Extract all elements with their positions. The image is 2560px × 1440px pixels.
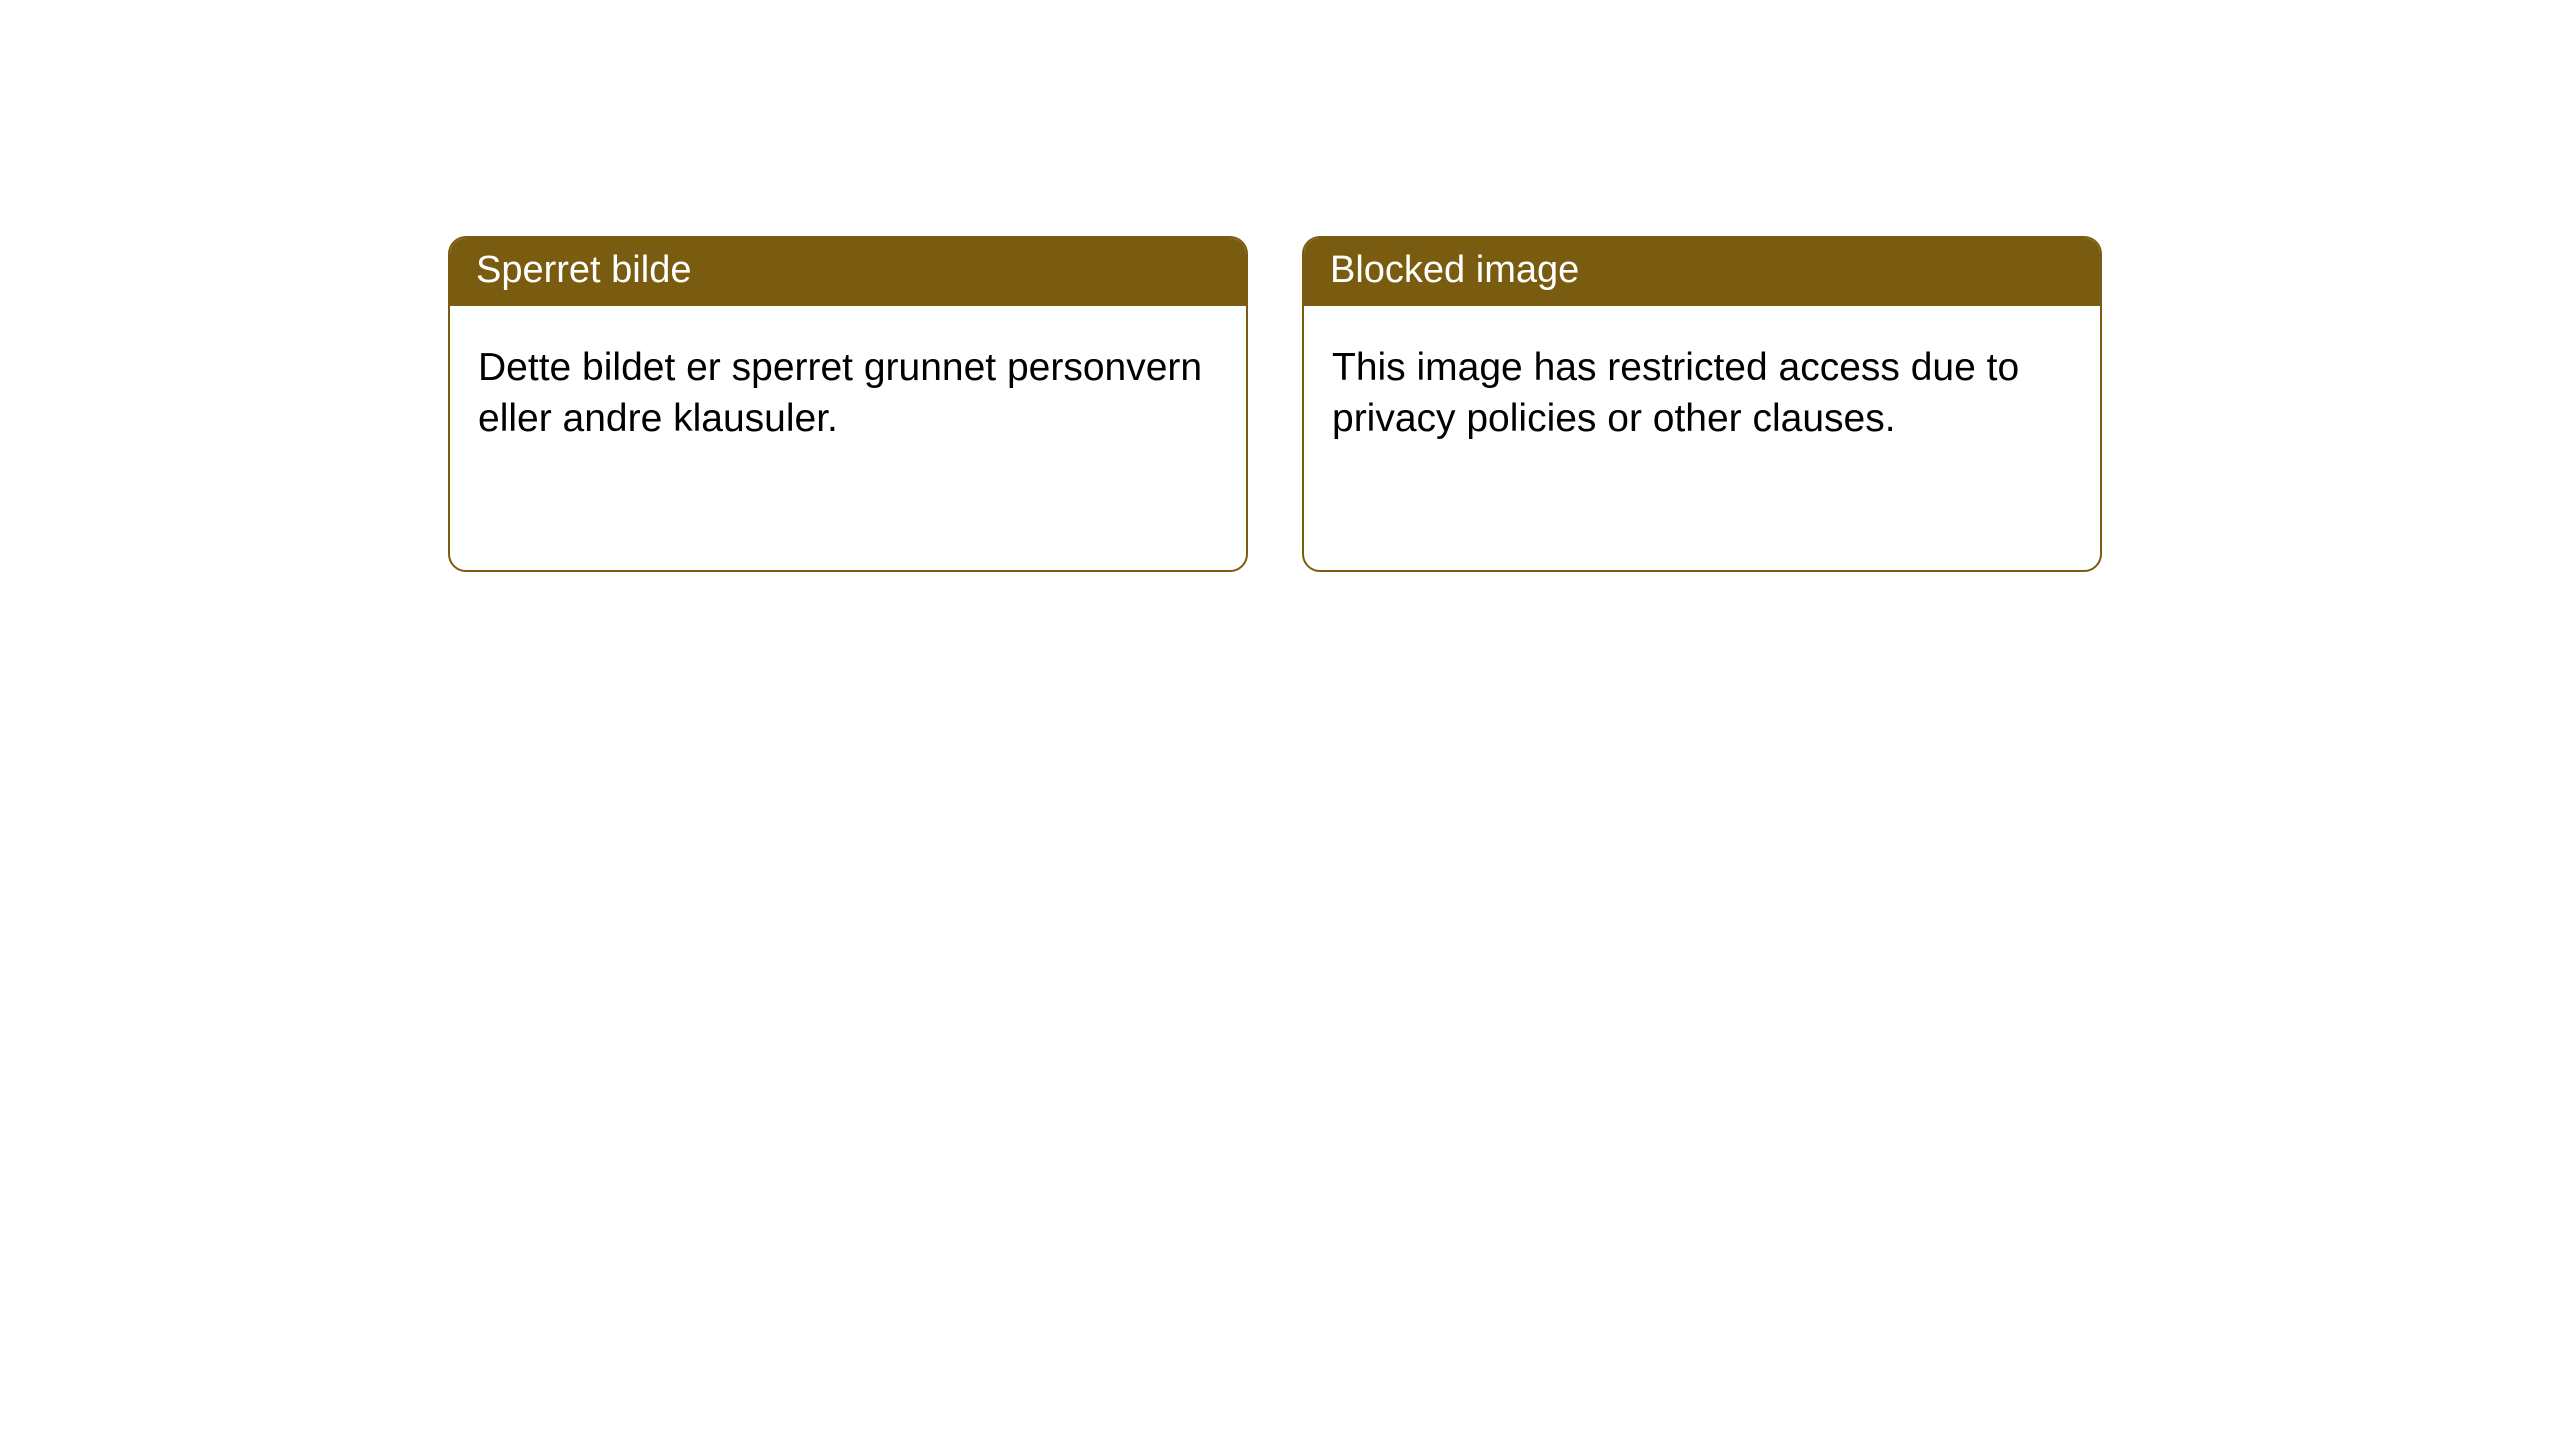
notice-card-norwegian: Sperret bilde Dette bildet er sperret gr…: [448, 236, 1248, 572]
notice-body-english: This image has restricted access due to …: [1304, 306, 2100, 473]
notice-card-english: Blocked image This image has restricted …: [1302, 236, 2102, 572]
notice-title-norwegian: Sperret bilde: [450, 238, 1246, 306]
notice-body-norwegian: Dette bildet er sperret grunnet personve…: [450, 306, 1246, 473]
notice-title-english: Blocked image: [1304, 238, 2100, 306]
notice-container: Sperret bilde Dette bildet er sperret gr…: [0, 0, 2560, 572]
